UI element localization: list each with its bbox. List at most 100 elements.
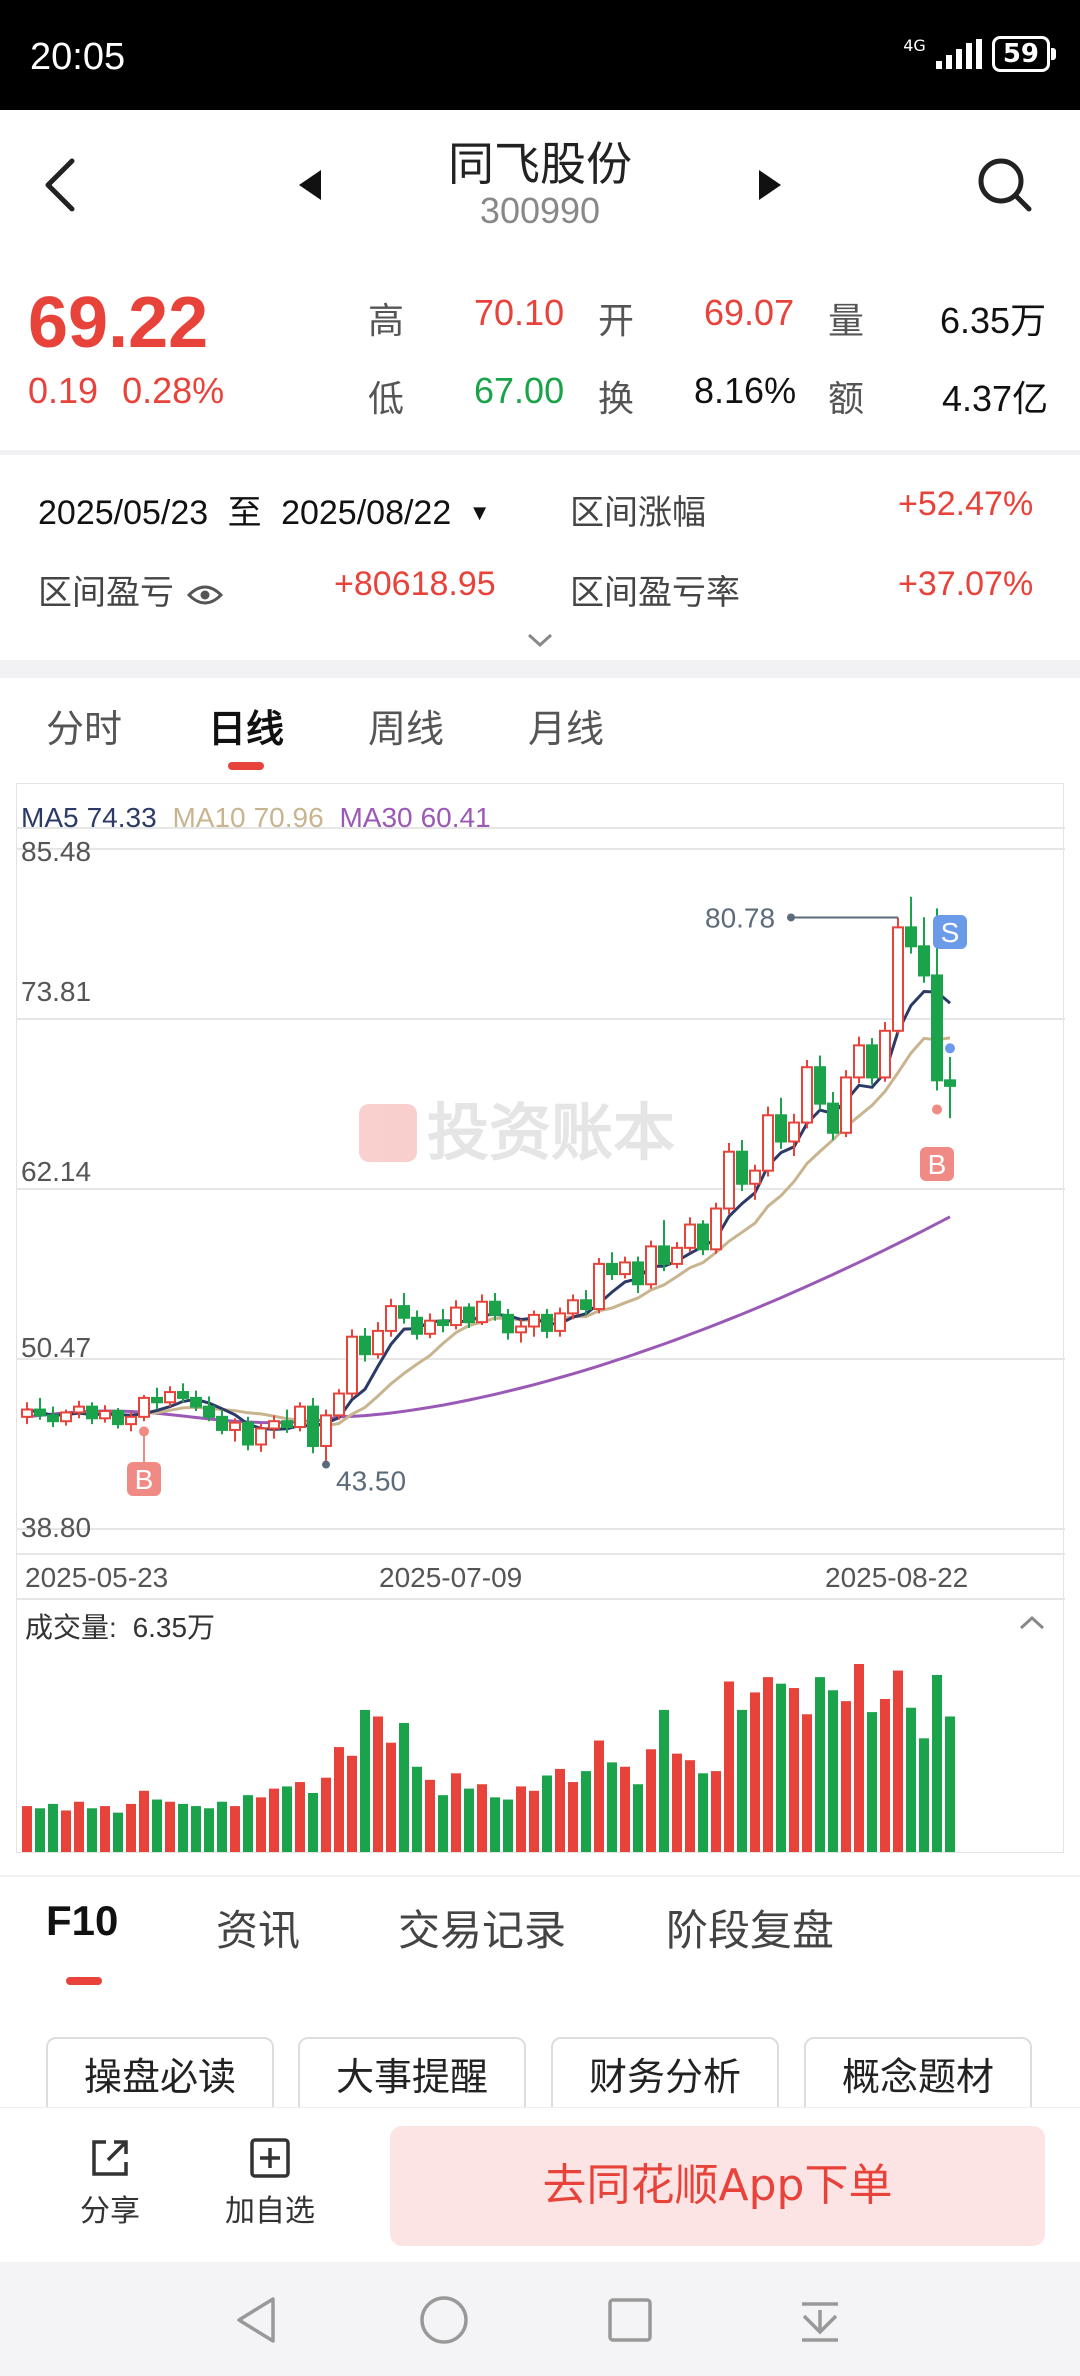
chevron-up-icon[interactable] xyxy=(1017,1614,1047,1632)
candle-body xyxy=(86,1405,98,1420)
candle-body xyxy=(840,1076,852,1134)
back-button[interactable] xyxy=(30,150,90,220)
candle-body xyxy=(294,1405,306,1429)
candle-body xyxy=(60,1411,72,1423)
y-tick-label: 85.48 xyxy=(21,836,92,867)
date-range-selector[interactable]: 2025/05/23 至 2025/08/22 ▼ xyxy=(38,485,490,534)
volume-bar xyxy=(126,1803,136,1852)
candle-body xyxy=(658,1245,670,1265)
network-label: 4G xyxy=(903,36,926,55)
candle-body xyxy=(736,1150,748,1185)
stock-header: 同飞股份 300990 xyxy=(0,110,1080,260)
candle-body xyxy=(307,1405,319,1447)
add-watchlist-label: 加自选 xyxy=(225,2194,315,2229)
volume-bar xyxy=(48,1803,58,1852)
volume-bar xyxy=(451,1773,461,1852)
candle-body xyxy=(216,1415,228,1431)
low-label: 低 xyxy=(368,378,405,419)
volume-bar xyxy=(932,1674,942,1852)
ftab-trade-records[interactable]: 交易记录 xyxy=(398,1906,567,1955)
order-button[interactable]: 去同花顺App下单 xyxy=(390,2126,1045,2246)
volume-bar xyxy=(620,1766,630,1852)
share-button[interactable]: 分享 xyxy=(60,2136,160,2230)
volume-bar xyxy=(516,1786,526,1852)
candle-body xyxy=(684,1223,696,1249)
tab-intraday[interactable]: 分时 xyxy=(46,707,123,751)
candle-body xyxy=(632,1261,644,1286)
candle-body xyxy=(385,1305,397,1332)
volume-bar xyxy=(360,1709,370,1852)
next-stock-button[interactable] xyxy=(750,160,790,210)
volume-bar xyxy=(841,1701,851,1852)
volume-bar xyxy=(581,1771,591,1852)
chevron-down-icon[interactable] xyxy=(525,631,555,649)
volume-bar xyxy=(347,1755,357,1852)
ma30-label: MA30 xyxy=(339,802,413,833)
candle-body xyxy=(619,1261,631,1276)
tab-monthly[interactable]: 月线 xyxy=(528,707,605,751)
volume-bar xyxy=(308,1792,318,1852)
ftab-news[interactable]: 资讯 xyxy=(216,1906,301,1955)
nav-recents-button[interactable] xyxy=(600,2290,660,2350)
candle-body xyxy=(411,1316,423,1335)
amount-value: 4.37亿 xyxy=(942,378,1049,419)
candle-body xyxy=(99,1410,111,1420)
ftab-active-indicator xyxy=(66,1977,102,1985)
range-pnl-value: +80618.95 xyxy=(334,565,496,603)
volume-bar xyxy=(945,1716,955,1852)
tab-daily[interactable]: 日线 xyxy=(208,707,285,751)
buy-marker-early-badge xyxy=(127,1462,161,1496)
chip-must-read[interactable]: 操盘必读 xyxy=(46,2037,274,2117)
nav-back-button[interactable] xyxy=(226,2290,286,2350)
watermark-text: 投资账本 xyxy=(427,1096,675,1169)
candle-body xyxy=(944,1079,956,1087)
candle-body xyxy=(723,1150,735,1210)
ma30-value: 60.41 xyxy=(420,802,491,833)
sell-marker-dot xyxy=(945,1043,955,1054)
volume-bar xyxy=(906,1707,916,1852)
kline-chart[interactable]: 投资账本 80.78 43.50 B B S MA5 74.33 MA10 70.96 MA3… xyxy=(16,783,1065,1853)
volume-bar xyxy=(243,1795,253,1852)
add-watchlist-button[interactable]: 加自选 xyxy=(220,2136,320,2230)
ma-legend: MA5 74.33 MA10 70.96 MA30 60.41 xyxy=(21,802,499,834)
prev-stock-button[interactable] xyxy=(290,160,330,210)
ma5-value: 74.33 xyxy=(86,802,157,833)
volume-bar xyxy=(789,1688,799,1852)
search-button[interactable] xyxy=(970,150,1040,220)
volume-bar xyxy=(477,1784,487,1852)
range-pnl-rate-label: 区间盈亏率 xyxy=(570,574,740,612)
chip-financials[interactable]: 财务分析 xyxy=(551,2037,779,2117)
volume-bar xyxy=(802,1714,812,1852)
nav-home-button[interactable] xyxy=(414,2290,474,2350)
volume-bar xyxy=(373,1716,383,1852)
volume-bar xyxy=(750,1692,760,1852)
candle-body xyxy=(203,1405,215,1418)
range-end-date: 2025/08/22 xyxy=(281,494,452,532)
candle-body xyxy=(606,1262,618,1276)
volume-bar xyxy=(893,1670,903,1852)
nav-dropdown-button[interactable] xyxy=(790,2290,850,2350)
volume-bar xyxy=(919,1738,929,1852)
volume-bar xyxy=(503,1799,513,1852)
quote-panel: 69.22 0.19 0.28% 高 70.10 开 69.07 量 6.35万… xyxy=(0,260,1080,450)
tab-weekly[interactable]: 周线 xyxy=(368,707,445,751)
share-icon xyxy=(92,2140,128,2176)
volume-bar xyxy=(269,1788,279,1852)
ftab-f10[interactable]: F10 xyxy=(46,1897,119,1944)
stock-name: 同飞股份 xyxy=(448,137,632,191)
volume-bar xyxy=(61,1810,71,1852)
chip-concepts[interactable]: 概念题材 xyxy=(804,2037,1032,2117)
range-pnl-label: 区间盈亏 xyxy=(38,574,174,612)
eye-icon[interactable] xyxy=(187,582,224,608)
volume-bar xyxy=(737,1709,747,1852)
y-tick-label: 38.80 xyxy=(21,1512,92,1543)
candle-body xyxy=(242,1421,254,1446)
max-price-label: 80.78 xyxy=(705,902,775,933)
ma10-line xyxy=(26,1036,951,1428)
candle-body xyxy=(151,1396,163,1404)
volume-bar xyxy=(256,1797,266,1852)
candle-body xyxy=(515,1325,527,1334)
chip-events[interactable]: 大事提醒 xyxy=(298,2037,526,2117)
ftab-review[interactable]: 阶段复盘 xyxy=(666,1906,835,1955)
candle-body xyxy=(580,1299,592,1311)
